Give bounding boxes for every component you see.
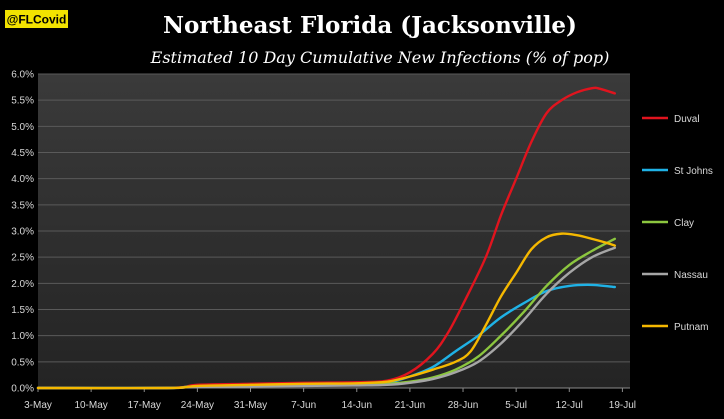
y-tick-label: 1.5% bbox=[11, 305, 34, 316]
legend: Duval St Johns Clay Nassau Putnam bbox=[642, 114, 713, 333]
x-tick-label: 19-Jul bbox=[609, 400, 636, 411]
x-axis: 3-May 10-May 17-May 24-May 31-May 7-Jun 14-Jun… bbox=[24, 387, 636, 411]
y-tick-label: 0.0% bbox=[11, 384, 34, 395]
chart-title: Northeast Florida (Jacksonville) bbox=[163, 12, 577, 39]
x-tick-label: 14-Jun bbox=[341, 400, 372, 411]
y-tick-label: 5.5% bbox=[11, 96, 34, 107]
y-tick-label: 3.0% bbox=[11, 227, 34, 238]
chart-subtitle: Estimated 10 Day Cumulative New Infectio… bbox=[150, 48, 610, 67]
legend-label: Nassau bbox=[674, 270, 708, 281]
y-tick-label: 2.0% bbox=[11, 279, 34, 290]
y-tick-label: 4.5% bbox=[11, 148, 34, 159]
x-tick-label: 31-May bbox=[234, 400, 267, 411]
gridlines bbox=[38, 73, 630, 389]
x-tick-label: 17-May bbox=[128, 400, 161, 411]
legend-label: Duval bbox=[674, 114, 700, 125]
legend-label: St Johns bbox=[674, 166, 713, 177]
series-lines bbox=[36, 86, 617, 390]
handle-label: @FLCovid bbox=[7, 13, 67, 27]
y-tick-label: 6.0% bbox=[11, 70, 34, 81]
series-line-putnam bbox=[36, 232, 617, 390]
x-tick-label: 21-Jun bbox=[395, 400, 426, 411]
y-tick-label: 5.0% bbox=[11, 122, 34, 133]
y-tick-label: 3.5% bbox=[11, 200, 34, 211]
x-tick-label: 12-Jul bbox=[556, 400, 583, 411]
x-tick-label: 24-May bbox=[181, 400, 214, 411]
legend-label: Putnam bbox=[674, 322, 708, 333]
y-axis: 0.0% 0.5% 1.0% 1.5% 2.0% 2.5% 3.0% 3.5% 4.0% 4.5%… bbox=[11, 70, 34, 395]
x-tick-label: 10-May bbox=[74, 400, 107, 411]
y-tick-label: 2.5% bbox=[11, 253, 34, 264]
legend-label: Clay bbox=[674, 218, 694, 229]
x-tick-label: 7-Jun bbox=[291, 400, 316, 411]
x-tick-label: 28-Jun bbox=[448, 400, 479, 411]
x-tick-label: 5-Jul bbox=[505, 400, 527, 411]
handle-badge bbox=[5, 10, 68, 28]
y-tick-label: 0.5% bbox=[11, 357, 34, 368]
x-tick-label: 3-May bbox=[24, 400, 52, 411]
y-tick-label: 1.0% bbox=[11, 331, 34, 342]
y-tick-label: 4.0% bbox=[11, 174, 34, 185]
